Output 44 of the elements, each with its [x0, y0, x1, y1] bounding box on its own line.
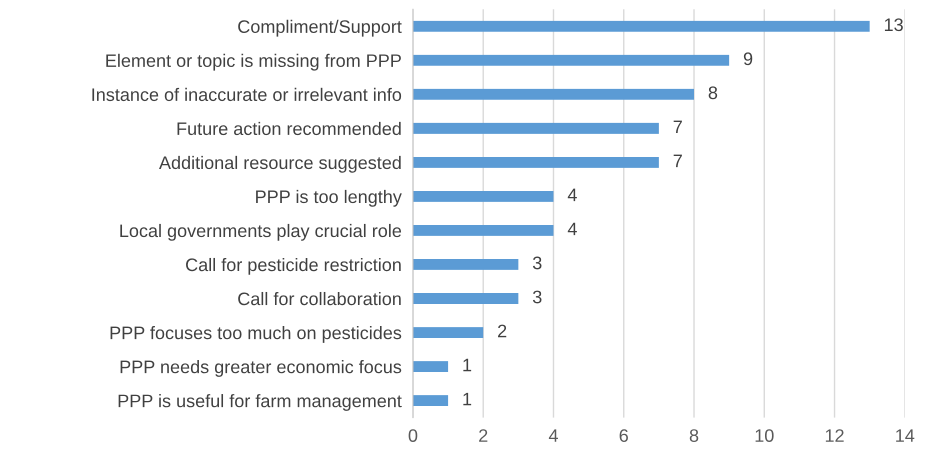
- y-tick-label: Future action recommended: [178, 122, 401, 136]
- bar: [412, 190, 554, 202]
- data-label: 8: [708, 86, 718, 100]
- x-tick-label: 0: [408, 429, 418, 442]
- y-tick-label: Additional resource suggested: [159, 156, 401, 173]
- x-tick-label: 14: [896, 429, 914, 442]
- data-label: 1: [463, 392, 472, 406]
- bar: [412, 395, 448, 406]
- y-tick-label: PPP is useful for farm management: [118, 394, 402, 411]
- bar: [412, 88, 694, 100]
- y-tick-label: Compliment/Support: [238, 20, 402, 37]
- y-tick-label: Element or topic is missing from PPP: [106, 54, 401, 71]
- data-label: 3: [532, 290, 542, 304]
- x-tick-label: 8: [690, 429, 698, 442]
- x-tick-label: 4: [548, 429, 558, 442]
- bar: [412, 225, 554, 236]
- data-label: 3: [532, 256, 542, 270]
- x-tick-label: 2: [479, 429, 488, 442]
- bar: [412, 259, 518, 270]
- data-label: 13: [884, 18, 903, 32]
- data-label: 2: [498, 324, 506, 338]
- x-tick-label: 10: [756, 429, 774, 442]
- data-label: 4: [568, 222, 577, 236]
- data-label: 7: [674, 120, 682, 134]
- bar: [412, 361, 448, 372]
- data-label: 4: [568, 188, 577, 202]
- data-label: 1: [463, 358, 472, 372]
- x-tick-label: 6: [620, 429, 628, 442]
- y-tick-label: Call for collaboration: [238, 292, 401, 306]
- bar: [412, 293, 518, 304]
- x-tick-label: 12: [826, 429, 844, 442]
- bar: [412, 327, 484, 338]
- y-tick-label: PPP needs greater economic focus: [120, 360, 402, 377]
- bar: [412, 122, 659, 134]
- y-tick-label: Local governments play crucial role: [120, 224, 402, 241]
- y-tick-label: Instance of inaccurate or irrelevant info: [92, 88, 402, 102]
- data-label: 7: [674, 154, 682, 168]
- bar: [412, 54, 730, 66]
- y-tick-label: Call for pesticide restriction: [186, 258, 401, 275]
- y-tick-label: PPP focuses too much on pesticides: [110, 326, 402, 343]
- bar: [412, 20, 870, 32]
- y-tick-label: PPP is too lengthy: [256, 190, 402, 207]
- bar: [412, 156, 659, 168]
- data-label: 9: [744, 52, 752, 66]
